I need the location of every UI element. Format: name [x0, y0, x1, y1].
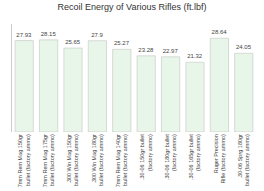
svg-text:.300 Win Mag 180grbullet (fact: .300 Win Mag 180grbullet (factory ammo): [91, 134, 104, 186]
svg-text:24.05: 24.05: [236, 44, 252, 50]
svg-text:25.27: 25.27: [114, 40, 130, 46]
svg-text:7mm Rem Mag 175grbullet (facto: 7mm Rem Mag 175grbullet (factory ammo): [42, 134, 55, 187]
svg-text:7mm Rem Mag 140grbullet (facto: 7mm Rem Mag 140grbullet (factory ammo): [115, 134, 128, 187]
svg-text:.30-06 Sprg 180grbullet (facto: .30-06 Sprg 180grbullet (factory ammo): [237, 134, 250, 186]
svg-text:.300 Win Mag 150grbullet (fact: .300 Win Mag 150grbullet (factory ammo): [66, 134, 79, 186]
svg-text:.30-06 180gr bullet(factory am: .30-06 180gr bullet(factory ammo): [164, 134, 177, 180]
svg-text:21.32: 21.32: [187, 53, 203, 59]
svg-text:25.65: 25.65: [65, 39, 81, 45]
svg-text:27.93: 27.93: [16, 32, 32, 38]
svg-text:28.15: 28.15: [41, 31, 57, 37]
svg-text:Ruger PrecisionRifle (factory: Ruger PrecisionRifle (factory ammo): [213, 134, 226, 184]
svg-text:7mm Rem Mag 150grbullet (facto: 7mm Rem Mag 150grbullet (factory ammo): [17, 134, 30, 187]
svg-text:22.97: 22.97: [163, 48, 179, 54]
svg-text:Recoil Energy of Various Rifle: Recoil Energy of Various Rifles (ft.lbf): [58, 2, 207, 12]
svg-text:.30-06 165gr bullet(factory am: .30-06 165gr bullet(factory ammo): [188, 134, 201, 180]
svg-text:28.64: 28.64: [212, 29, 228, 35]
svg-text:23.28: 23.28: [138, 47, 154, 53]
svg-text:.30-06 150gr bullet(factory am: .30-06 150gr bullet(factory ammo): [139, 134, 152, 180]
svg-text:27.9: 27.9: [91, 32, 103, 38]
